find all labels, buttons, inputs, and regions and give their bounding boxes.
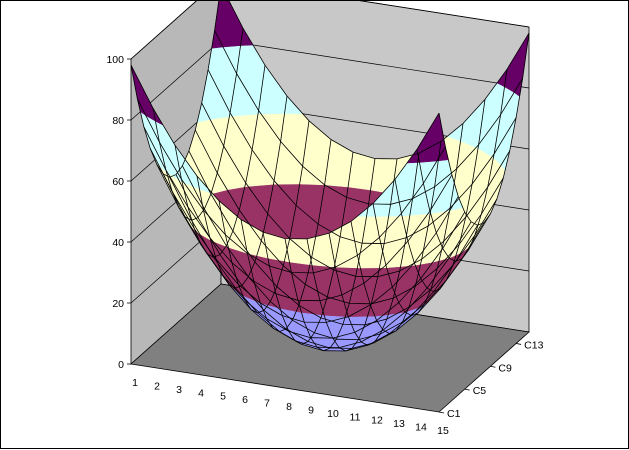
x-tick-label: 9 (308, 404, 314, 416)
x-tick-label: 14 (415, 422, 427, 434)
z-gridline (130, 1, 530, 60)
surface-mesh (130, 1, 530, 352)
x-tick-label: 3 (176, 384, 182, 396)
mesh-line-y (143, 126, 453, 302)
y-tick-mark (516, 343, 522, 345)
mesh-line-y (207, 69, 517, 245)
mesh-line-y (188, 150, 498, 326)
mesh-line-y (169, 177, 478, 352)
x-tick-label: 7 (264, 398, 270, 410)
x-tick-label: 2 (154, 380, 160, 392)
mesh-line-y (214, 30, 523, 205)
x-tick-label: 8 (286, 401, 292, 413)
x-tick-label: 6 (242, 394, 248, 406)
mesh-line-y (175, 174, 485, 349)
mesh-line-y (182, 165, 491, 341)
mesh-line-y (201, 102, 511, 278)
z-tick-label: 40 (112, 237, 124, 249)
z-tick-label: 100 (106, 54, 124, 66)
y-tick-mark (464, 388, 470, 391)
y-tick-mark (490, 365, 496, 368)
x-tick-label: 11 (350, 411, 361, 423)
x-tick-label: 1 (132, 377, 138, 389)
x-tick-label: 10 (327, 408, 339, 420)
y-tick-label: C1 (447, 408, 461, 420)
z-tick-label: 0 (118, 359, 124, 371)
mesh-line-y (130, 64, 440, 240)
z-tick-label: 60 (112, 176, 124, 188)
mesh-line-y (149, 148, 459, 323)
z-tick-label: 80 (112, 115, 124, 127)
x-tick-label: 15 (437, 425, 449, 437)
y-tick-label: C5 (473, 385, 487, 397)
x-tick-label: 13 (393, 418, 405, 430)
mesh-line-y (194, 129, 504, 305)
y-tick-label: C9 (498, 362, 512, 374)
z-tick-label: 20 (112, 298, 124, 310)
mesh-line-y (228, 1, 530, 160)
x-tick-label: 12 (371, 415, 383, 427)
y-tick-label: C13 (524, 339, 543, 351)
x-tick-label: 4 (198, 387, 204, 399)
mesh-line-y (162, 173, 472, 349)
y-tick-mark (438, 411, 445, 414)
x-tick-label: 5 (220, 391, 226, 403)
